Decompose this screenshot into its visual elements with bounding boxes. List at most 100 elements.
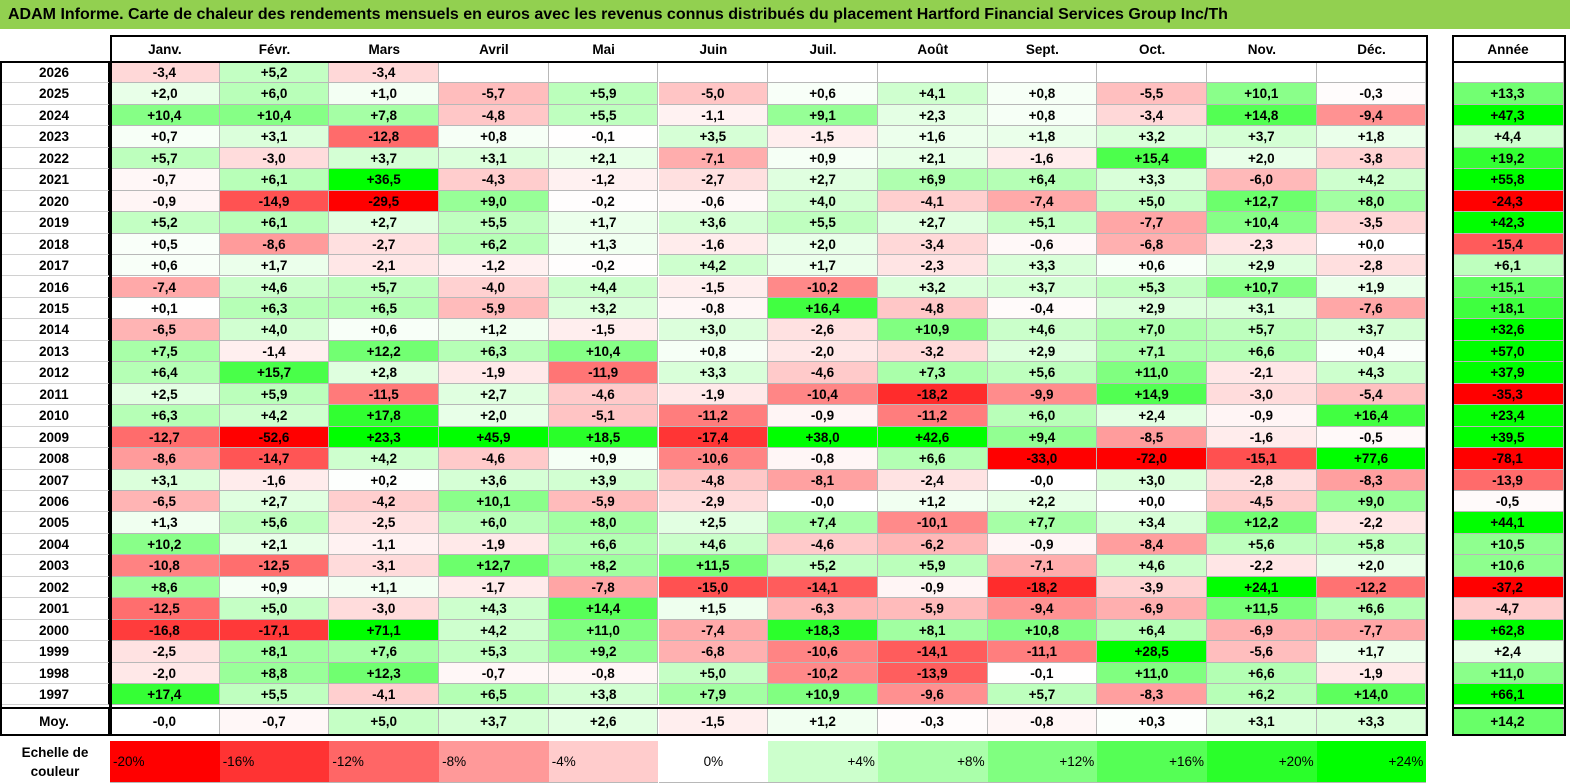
heatmap-cell: +2,5 xyxy=(110,383,220,406)
year-label: 2021 xyxy=(0,169,110,191)
heatmap-cell: +2,7 xyxy=(219,491,330,513)
month-header: Mai xyxy=(592,42,615,57)
heatmap-cell: +7,8 xyxy=(329,104,440,127)
heatmap-cell: +5,6 xyxy=(1207,533,1317,556)
heatmap-cell: -12,5 xyxy=(219,555,330,577)
heatmap-cell: -3,4 xyxy=(877,233,988,256)
heatmap-cell: +5,0 xyxy=(219,598,330,620)
heatmap-cell: +2,1 xyxy=(548,147,659,170)
heatmap-cell: -3,4 xyxy=(329,62,440,84)
heatmap-cell: +5,5 xyxy=(548,104,659,127)
heatmap-cell: -3,0 xyxy=(219,147,330,170)
heatmap-cell: +4,2 xyxy=(329,448,440,470)
heatmap-cell: -11,2 xyxy=(658,405,769,427)
year-label: 1998 xyxy=(0,662,110,685)
heatmap-cell: -7,7 xyxy=(1097,212,1207,234)
heatmap-cell: +6,9 xyxy=(877,169,988,191)
heatmap-cell: -2,3 xyxy=(877,255,988,277)
heatmap-cell: -18,2 xyxy=(987,576,1098,599)
heatmap-cell: +0,4 xyxy=(1316,340,1427,363)
avg-cell: +3,1 xyxy=(1207,707,1317,735)
heatmap-cell: -0,8 xyxy=(768,448,878,470)
heatmap-cell: +3,6 xyxy=(658,212,769,234)
heatmap-cell: +0,0 xyxy=(1316,233,1427,256)
year-label: 2005 xyxy=(0,512,110,534)
heatmap-cell: +6,5 xyxy=(439,684,549,706)
heatmap-cell: -1,5 xyxy=(768,126,878,148)
heatmap-cell: +5,5 xyxy=(219,684,330,706)
avg-cell: +5,0 xyxy=(329,707,440,735)
heatmap-cell: +1,2 xyxy=(877,491,988,513)
heatmap-cell: -8,3 xyxy=(1097,684,1207,706)
heatmap-cell: +12,2 xyxy=(1207,512,1317,534)
heatmap-cell: +2,1 xyxy=(219,533,330,556)
heatmap-cell: +3,8 xyxy=(548,684,659,706)
annual-cell: +13,3 xyxy=(1452,83,1564,105)
annual-header: Année xyxy=(1487,42,1529,57)
heatmap-cell: -3,4 xyxy=(110,62,220,84)
annual-cell: +4,4 xyxy=(1452,126,1564,148)
heatmap-cell: -7,4 xyxy=(987,190,1098,213)
heatmap-cell: +1,0 xyxy=(329,83,440,105)
heatmap-cell: +8,2 xyxy=(548,555,659,577)
annual-cell: +37,9 xyxy=(1452,362,1564,384)
heatmap-cell: +9,2 xyxy=(548,641,659,663)
heatmap-cell: -1,6 xyxy=(987,147,1098,170)
heatmap-cell: +18,3 xyxy=(768,619,878,642)
heatmap-cell: +23,3 xyxy=(329,426,440,449)
heatmap-cell: +6,4 xyxy=(1097,619,1207,642)
heatmap-cell: +4,3 xyxy=(439,598,549,620)
heatmap-cell: -12,5 xyxy=(110,598,220,620)
heatmap-cell: +8,1 xyxy=(219,641,330,663)
heatmap-cell: -5,9 xyxy=(548,491,659,513)
heatmap-cell: +4,4 xyxy=(548,276,659,298)
heatmap-cell: +7,6 xyxy=(329,641,440,663)
legend-swatch: +16% xyxy=(1097,741,1207,783)
annual-cell: +39,5 xyxy=(1452,426,1564,449)
heatmap-cell: -18,2 xyxy=(877,383,988,406)
avg-annual-cell: +14,2 xyxy=(1452,707,1564,735)
heatmap-cell: -6,0 xyxy=(1207,169,1317,191)
heatmap-cell: +10,4 xyxy=(110,104,220,127)
heatmap-cell: +5,2 xyxy=(768,555,878,577)
heatmap-cell: -5,0 xyxy=(658,83,769,105)
heatmap-cell: -9,4 xyxy=(987,598,1098,620)
heatmap-cell: +12,7 xyxy=(1207,190,1317,213)
legend-swatch: -4% xyxy=(548,741,659,783)
heatmap-cell: +4,0 xyxy=(768,190,878,213)
heatmap-cell: -0,8 xyxy=(548,662,659,685)
heatmap-cell xyxy=(1316,62,1427,84)
year-label: 2000 xyxy=(0,619,110,642)
heatmap-cell: +5,2 xyxy=(110,212,220,234)
heatmap-cell: +11,0 xyxy=(1097,362,1207,384)
heatmap-cell xyxy=(768,62,878,84)
avg-separator-grid xyxy=(110,706,1429,709)
heatmap-cell: -6,2 xyxy=(877,533,988,556)
legend-swatch: +12% xyxy=(987,741,1098,783)
heatmap-cell: -0,7 xyxy=(439,662,549,685)
heatmap-cell: -2,0 xyxy=(768,340,878,363)
heatmap-cell: -10,6 xyxy=(768,641,878,663)
heatmap-cell: +17,4 xyxy=(110,684,220,706)
heatmap-cell: -14,1 xyxy=(768,576,878,599)
heatmap-cell: -13,9 xyxy=(877,662,988,685)
heatmap-cell: +5,6 xyxy=(219,512,330,534)
heatmap-cell: +4,0 xyxy=(219,319,330,341)
heatmap-cell: +4,6 xyxy=(1097,555,1207,577)
year-label: 2006 xyxy=(0,491,110,513)
year-label: 2014 xyxy=(0,319,110,341)
heatmap-cell: +2,3 xyxy=(877,104,988,127)
heatmap-cell: +7,4 xyxy=(768,512,878,534)
heatmap-cell: +17,8 xyxy=(329,405,440,427)
heatmap-cell xyxy=(548,62,659,84)
legend-swatch: -12% xyxy=(329,741,440,783)
heatmap-cell: -29,5 xyxy=(329,190,440,213)
heatmap-cell: -1,4 xyxy=(219,340,330,363)
heatmap-cell: -14,1 xyxy=(877,641,988,663)
annual-cell: +11,0 xyxy=(1452,662,1564,685)
heatmap-cell: -0,9 xyxy=(877,576,988,599)
heatmap-cell: -2,1 xyxy=(1207,362,1317,384)
heatmap-cell: -2,8 xyxy=(1316,255,1427,277)
heatmap-cell: -2,5 xyxy=(329,512,440,534)
heatmap-cell: +4,6 xyxy=(219,276,330,298)
